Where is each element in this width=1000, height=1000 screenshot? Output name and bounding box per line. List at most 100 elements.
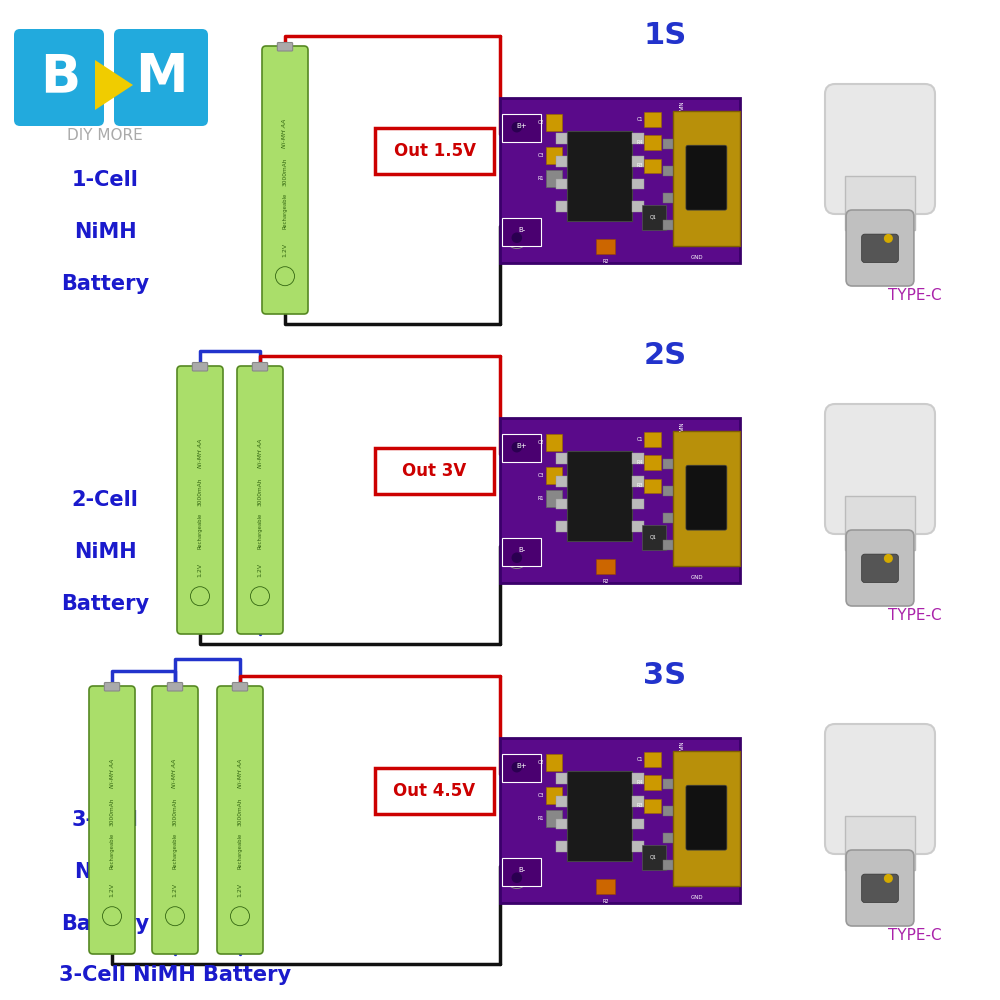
Bar	[556, 773, 567, 784]
Text: R3: R3	[636, 803, 643, 808]
Bar	[546, 754, 562, 770]
Text: 1.2V: 1.2V	[110, 883, 114, 897]
Text: R1: R1	[538, 816, 544, 821]
Bar	[644, 775, 661, 790]
Text: Q1: Q1	[650, 855, 657, 860]
Circle shape	[506, 867, 528, 889]
Bar	[596, 559, 615, 574]
Bar	[546, 810, 562, 827]
Bar	[632, 499, 644, 509]
Bar	[556, 453, 567, 464]
Text: R1: R1	[538, 496, 544, 501]
Text: NiMH: NiMH	[74, 862, 136, 882]
Text: R1: R1	[538, 176, 544, 181]
FancyBboxPatch shape	[686, 145, 727, 210]
Bar	[632, 201, 644, 212]
Bar	[596, 239, 615, 254]
Bar	[556, 201, 567, 212]
Text: C1: C1	[636, 437, 643, 442]
Text: Ni-MH AA: Ni-MH AA	[173, 759, 178, 788]
Text: Q1: Q1	[650, 535, 657, 540]
Bar	[632, 476, 644, 487]
FancyBboxPatch shape	[168, 687, 197, 953]
Text: B-: B-	[518, 866, 525, 872]
Text: TYPE-C: TYPE-C	[888, 607, 942, 622]
Text: R4: R4	[636, 780, 643, 785]
Text: Rechargeable: Rechargeable	[198, 513, 202, 549]
Text: 2-Cell: 2-Cell	[72, 490, 138, 510]
FancyBboxPatch shape	[252, 362, 268, 371]
Bar	[663, 860, 673, 870]
Bar	[663, 833, 673, 843]
Bar	[663, 220, 673, 230]
Text: R3: R3	[636, 483, 643, 488]
Bar	[502, 858, 541, 886]
Text: Ni-MH AA: Ni-MH AA	[238, 759, 242, 788]
FancyBboxPatch shape	[846, 210, 914, 286]
FancyBboxPatch shape	[114, 29, 208, 126]
Bar	[546, 170, 562, 187]
Text: GND: GND	[690, 575, 703, 580]
Text: C2: C2	[538, 120, 544, 125]
Text: M: M	[135, 51, 187, 103]
FancyBboxPatch shape	[177, 366, 223, 634]
Bar	[644, 135, 661, 150]
FancyBboxPatch shape	[105, 687, 134, 953]
Text: 1S: 1S	[643, 20, 687, 49]
Bar	[644, 432, 661, 447]
Text: C3: C3	[538, 153, 544, 158]
FancyBboxPatch shape	[89, 686, 135, 954]
Text: 3S: 3S	[643, 661, 687, 690]
Text: Rechargeable: Rechargeable	[110, 833, 114, 869]
Text: Battery: Battery	[61, 914, 149, 934]
FancyBboxPatch shape	[862, 234, 898, 263]
Bar	[845, 816, 915, 870]
Text: Ni-MH AA: Ni-MH AA	[258, 439, 262, 468]
Bar	[663, 166, 673, 176]
FancyBboxPatch shape	[104, 682, 120, 691]
Text: 3000mAh: 3000mAh	[173, 798, 178, 826]
Bar	[644, 479, 661, 493]
Text: Rechargeable: Rechargeable	[258, 513, 262, 549]
FancyBboxPatch shape	[278, 47, 307, 313]
Text: 1-Cell: 1-Cell	[72, 170, 138, 190]
Circle shape	[512, 552, 522, 563]
FancyBboxPatch shape	[193, 367, 222, 633]
Text: GND: GND	[690, 255, 703, 260]
Text: R3: R3	[636, 163, 643, 168]
Bar	[556, 156, 567, 167]
FancyBboxPatch shape	[686, 785, 727, 850]
Bar	[673, 431, 740, 566]
Bar	[663, 540, 673, 550]
Bar	[642, 205, 666, 230]
Circle shape	[884, 874, 893, 883]
Circle shape	[512, 872, 522, 883]
Bar	[644, 455, 661, 470]
Bar	[632, 156, 644, 167]
Text: Out 4.5V: Out 4.5V	[393, 782, 476, 800]
Bar	[642, 525, 666, 550]
Bar	[663, 459, 673, 469]
Text: Out 3V: Out 3V	[402, 462, 467, 480]
FancyBboxPatch shape	[217, 686, 263, 954]
Text: Battery: Battery	[61, 594, 149, 614]
Text: 3000mAh: 3000mAh	[283, 158, 288, 186]
Bar	[673, 751, 740, 886]
Circle shape	[512, 122, 522, 132]
FancyBboxPatch shape	[232, 682, 248, 691]
Text: Rechargeable: Rechargeable	[238, 833, 242, 869]
Circle shape	[512, 442, 522, 452]
Circle shape	[506, 116, 528, 138]
Circle shape	[506, 547, 528, 569]
Bar	[632, 179, 644, 189]
Bar	[673, 111, 740, 246]
FancyBboxPatch shape	[686, 465, 727, 530]
FancyBboxPatch shape	[192, 362, 208, 371]
Text: R2: R2	[602, 259, 609, 264]
FancyBboxPatch shape	[375, 128, 494, 174]
Bar	[663, 806, 673, 816]
Text: Battery: Battery	[61, 274, 149, 294]
Bar	[556, 133, 567, 144]
Text: 2S: 2S	[643, 340, 687, 369]
Bar	[632, 133, 644, 144]
